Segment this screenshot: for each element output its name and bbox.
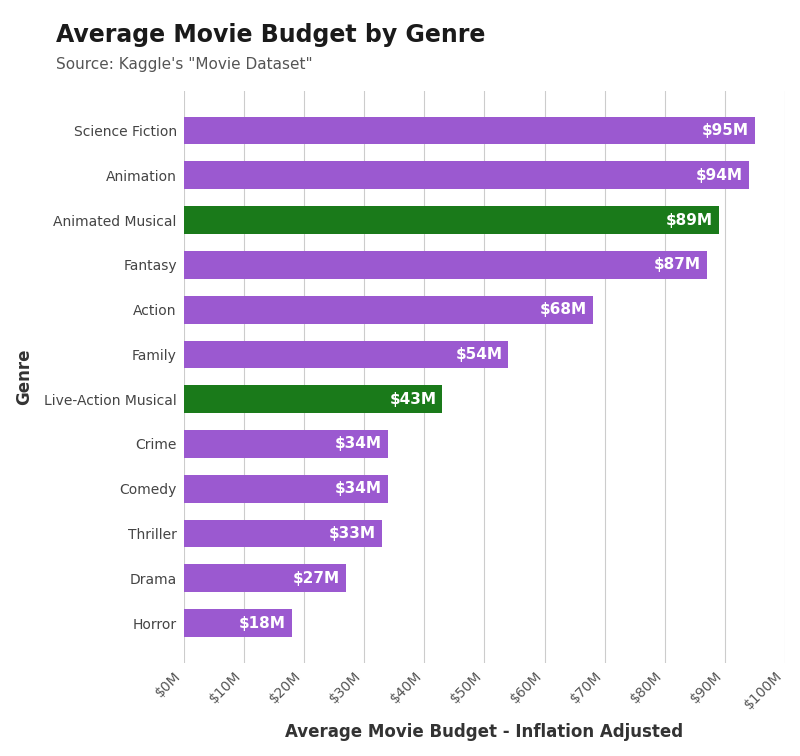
Bar [184,251,707,279]
Bar [184,386,442,413]
Text: $68M: $68M [539,302,586,317]
Text: $95M: $95M [702,123,749,138]
Bar [184,116,755,144]
Text: $43M: $43M [390,392,436,407]
Bar [184,161,749,189]
Text: Average Movie Budget by Genre: Average Movie Budget by Genre [56,23,486,47]
Text: Source: Kaggle's "Movie Dataset": Source: Kaggle's "Movie Dataset" [56,57,313,72]
Text: $54M: $54M [455,347,502,362]
Bar [184,430,388,458]
Text: $33M: $33M [329,526,376,541]
Bar [184,519,382,547]
Bar [184,609,292,637]
Bar [184,296,593,324]
Text: $34M: $34M [335,436,382,451]
Text: $89M: $89M [666,212,713,228]
Text: $34M: $34M [335,482,382,496]
Text: $87M: $87M [654,257,701,272]
X-axis label: Average Movie Budget - Inflation Adjusted: Average Movie Budget - Inflation Adjuste… [286,723,683,741]
Bar [184,565,346,592]
Text: $18M: $18M [239,615,286,631]
Text: $27M: $27M [293,571,340,586]
Bar [184,206,719,234]
Bar [184,475,388,503]
Y-axis label: Genre: Genre [15,349,33,405]
Bar [184,340,509,368]
Text: $94M: $94M [696,168,743,183]
